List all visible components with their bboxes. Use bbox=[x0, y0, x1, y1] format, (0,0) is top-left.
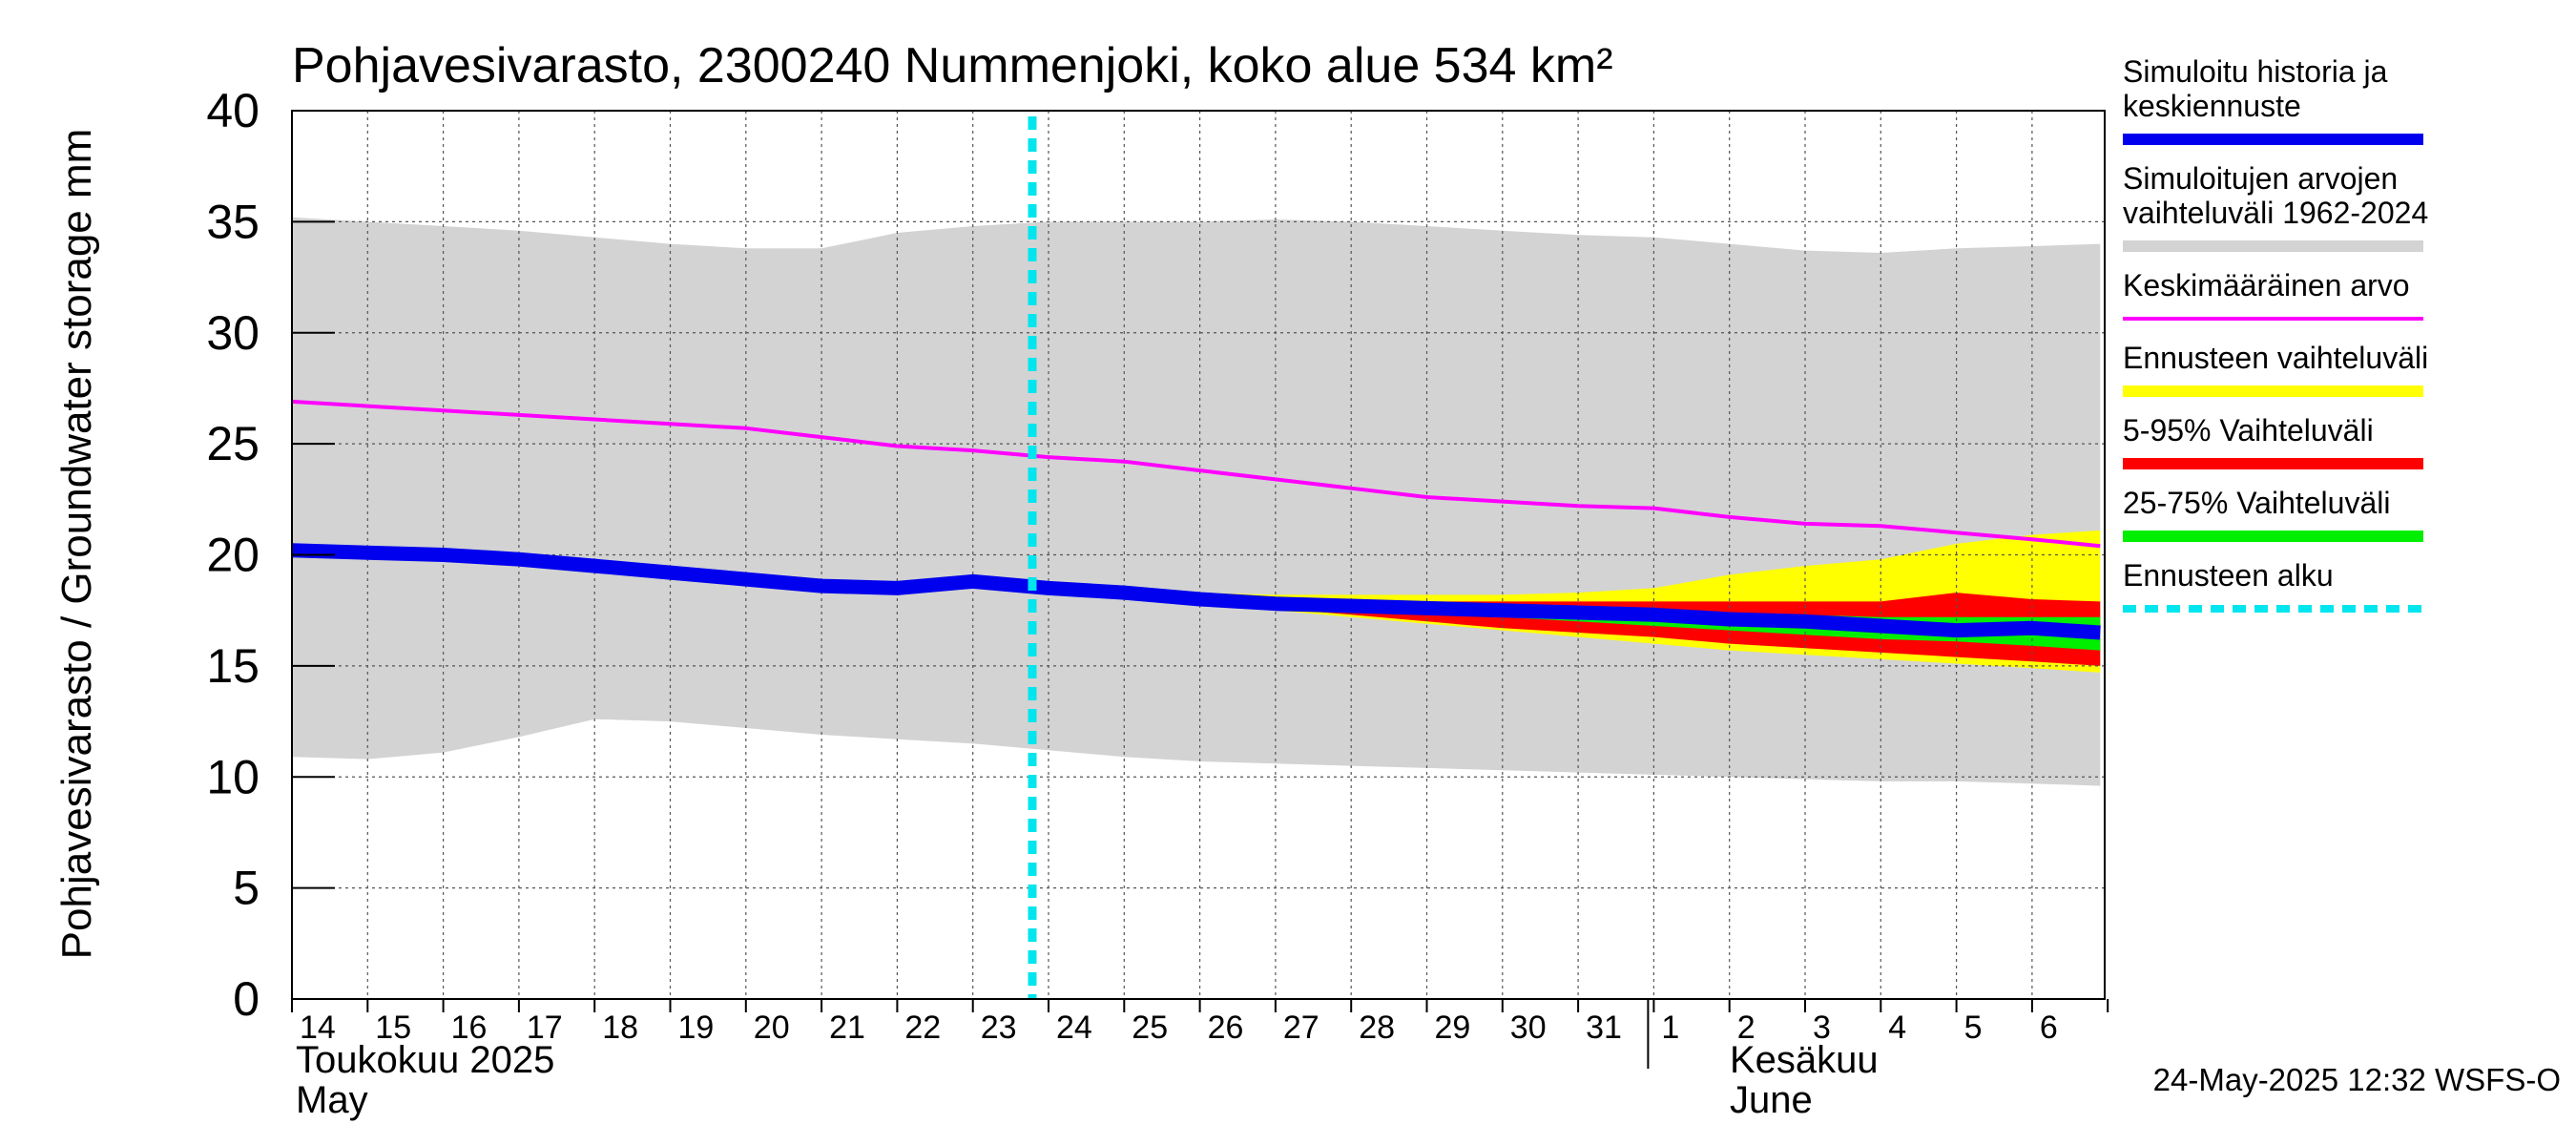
legend-label-1: vaihteluväli 1962-2024 bbox=[2123, 196, 2428, 230]
x-tick-label: 14 bbox=[300, 1010, 336, 1046]
x-tick-label: 3 bbox=[1813, 1010, 1831, 1046]
x-tick-label: 20 bbox=[754, 1010, 790, 1046]
x-tick-label: 24 bbox=[1056, 1010, 1092, 1046]
series-line-1 bbox=[291, 543, 2101, 640]
x-tick-label: 19 bbox=[678, 1010, 715, 1046]
y-tick-label: 25 bbox=[206, 417, 260, 470]
axes bbox=[291, 110, 2109, 1069]
legend-label-6: Ennusteen alku bbox=[2123, 558, 2334, 593]
month-label-2: Kesäkuu bbox=[1730, 1039, 1879, 1081]
x-tick-label: 23 bbox=[981, 1010, 1017, 1046]
series-lines bbox=[291, 116, 2101, 999]
x-tick-label: 22 bbox=[904, 1010, 941, 1046]
legend-label-0: Simuloitu historia ja bbox=[2123, 54, 2388, 89]
y-tick-label: 10 bbox=[206, 750, 260, 803]
series-line-0 bbox=[291, 399, 2101, 549]
legend-label-2: Keskimääräinen arvo bbox=[2123, 268, 2410, 302]
y-tick-label: 5 bbox=[233, 862, 260, 915]
y-axis-label: Pohjavesivarasto / Groundwater storage m… bbox=[53, 129, 100, 960]
y-tick-label: 0 bbox=[233, 972, 260, 1026]
legend-label-0: keskiennuste bbox=[2123, 89, 2301, 123]
x-tick-label: 27 bbox=[1283, 1010, 1319, 1046]
legend-label-5: 25-75% Vaihteluväli bbox=[2123, 486, 2390, 520]
x-tick-label: 1 bbox=[1661, 1010, 1679, 1046]
x-tick-label: 16 bbox=[451, 1010, 488, 1046]
legend-label-1: Simuloitujen arvojen bbox=[2123, 161, 2398, 196]
x-tick-label: 21 bbox=[829, 1010, 865, 1046]
x-tick-label: 4 bbox=[1888, 1010, 1906, 1046]
band-0 bbox=[292, 217, 2101, 786]
legend-label-4: 5-95% Vaihteluväli bbox=[2123, 413, 2374, 448]
x-tick-label: 29 bbox=[1435, 1010, 1471, 1046]
x-tick-label: 5 bbox=[1964, 1010, 1983, 1046]
x-tick-label: 17 bbox=[527, 1010, 563, 1046]
x-tick-label: 28 bbox=[1359, 1010, 1395, 1046]
grid-lines bbox=[292, 110, 2105, 999]
y-tick-label: 20 bbox=[206, 529, 260, 582]
month-label-1: May bbox=[296, 1079, 368, 1121]
legend-label-3: Ennusteen vaihteluväli bbox=[2123, 341, 2428, 375]
x-tick-label: 2 bbox=[1737, 1010, 1755, 1046]
x-tick-label: 31 bbox=[1586, 1010, 1622, 1046]
x-tick-label: 30 bbox=[1510, 1010, 1547, 1046]
month-label-3: June bbox=[1730, 1079, 1813, 1121]
timestamp-label: 24-May-2025 12:32 WSFS-O bbox=[2153, 1062, 2561, 1097]
x-tick-label: 6 bbox=[2040, 1010, 2058, 1046]
y-tick-label: 30 bbox=[206, 306, 260, 360]
x-tick-label: 15 bbox=[375, 1010, 411, 1046]
y-tick-label: 40 bbox=[206, 84, 260, 137]
forecast-bands bbox=[292, 217, 2101, 786]
x-tick-label: 25 bbox=[1132, 1010, 1168, 1046]
x-tick-label: 18 bbox=[602, 1010, 638, 1046]
y-tick-label: 15 bbox=[206, 639, 260, 693]
y-tick-label: 35 bbox=[206, 195, 260, 248]
chart-title: Pohjavesivarasto, 2300240 Nummenjoki, ko… bbox=[292, 38, 1613, 94]
month-label-0: Toukokuu 2025 bbox=[296, 1039, 554, 1081]
x-tick-label: 26 bbox=[1208, 1010, 1244, 1046]
